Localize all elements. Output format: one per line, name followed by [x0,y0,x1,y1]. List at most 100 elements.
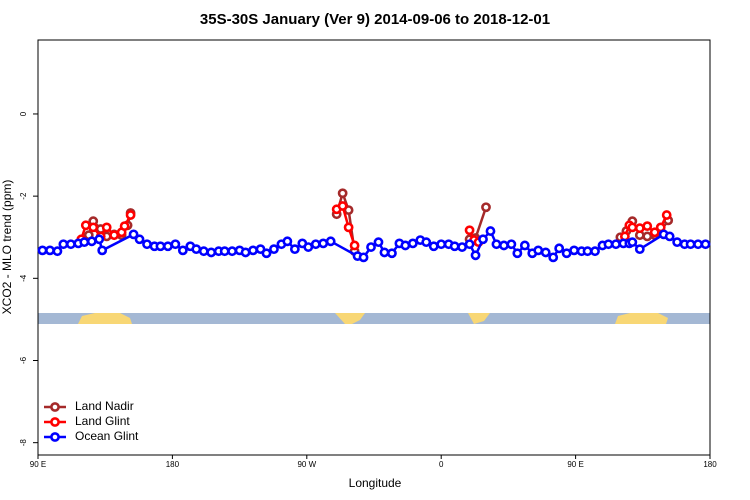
data-point [664,231,675,242]
data-point [421,237,432,248]
data-point [303,242,314,252]
data-point [206,247,217,258]
y-tick-label: -8 [19,439,28,447]
data-point [533,245,544,256]
y-tick-label: -2 [19,192,28,200]
data-point [80,220,91,231]
data-point [627,237,638,248]
y-tick-label: -4 [19,274,28,282]
data-point [634,223,645,234]
x-tick-label: 90 W [297,460,316,469]
data-point [470,250,481,261]
legend-marker [50,402,60,412]
data-point [590,246,600,257]
data-point [485,226,496,236]
x-tick-label: 180 [703,460,717,469]
data-point [101,222,112,233]
data-point [86,236,97,247]
data-point [491,239,502,250]
data-point [94,234,105,245]
y-axis-label: XCO2 - MLO trend (ppm) [0,180,14,315]
data-point [387,248,397,259]
series [37,226,711,263]
data-point [358,252,369,263]
data-point [554,243,565,254]
data-point [582,246,593,257]
x-axis-label: Longitude [349,476,402,490]
data-point [219,246,230,257]
x-tick-label: 0 [439,460,444,469]
data-point [519,240,530,251]
data-point [134,234,145,245]
plot-frame [37,39,711,456]
series [76,201,672,251]
data-point [170,239,181,250]
data-point [227,246,238,257]
data-point [79,237,90,248]
data-point [611,239,621,250]
data-point [481,202,491,213]
x-tick-label: 90 E [567,460,583,469]
data-point [248,245,258,256]
data-point [125,210,136,220]
data-point [97,245,108,256]
data-point [109,230,120,241]
legend-marker [50,432,60,442]
data-point [282,236,293,247]
data-point [65,239,76,250]
data-point [37,245,48,256]
data-point [627,222,638,233]
legend-label: Land Glint [75,414,130,428]
series-line [80,204,668,246]
data-point [58,239,69,250]
data-point [337,188,348,199]
legend-marker [50,417,60,427]
data-point [119,221,130,232]
y-tick-label: 0 [19,111,28,116]
data-point [499,240,509,251]
data-point [337,201,348,211]
data-point [457,242,468,252]
data-point [45,245,55,256]
data-point [548,252,559,263]
data-point [52,246,63,257]
x-tick-label: 180 [166,460,180,469]
x-tick-label: 90 E [30,460,46,469]
data-point [379,247,390,258]
data-point [642,231,653,242]
data-point [464,239,475,250]
data-point [685,239,696,250]
data-point [642,221,653,232]
data-point [191,244,202,255]
data-point [269,244,279,255]
data-point [325,236,336,247]
data-point [373,237,384,248]
data-point [349,240,360,251]
data-point [449,241,460,252]
data-point [603,239,614,250]
data-point [407,238,418,249]
data-point [88,222,99,233]
data-point [366,242,376,252]
data-point [569,245,580,256]
chart-title: 35S-30S January (Ver 9) 2014-09-06 to 20… [200,11,550,28]
data-point [540,247,551,258]
map-strip [38,313,710,324]
data-point [464,225,475,236]
data-point [289,244,300,255]
data-point [240,247,251,258]
data-point [177,245,188,256]
data-point [506,239,517,250]
data-point [343,222,354,233]
data-point [649,227,660,238]
data-point [400,240,411,251]
data-point [512,248,523,259]
data-point [310,239,321,250]
data-point [128,229,139,240]
data-point [155,241,166,252]
data-point [318,238,329,249]
y-tick-label: -6 [19,356,28,364]
data-point [142,239,152,250]
